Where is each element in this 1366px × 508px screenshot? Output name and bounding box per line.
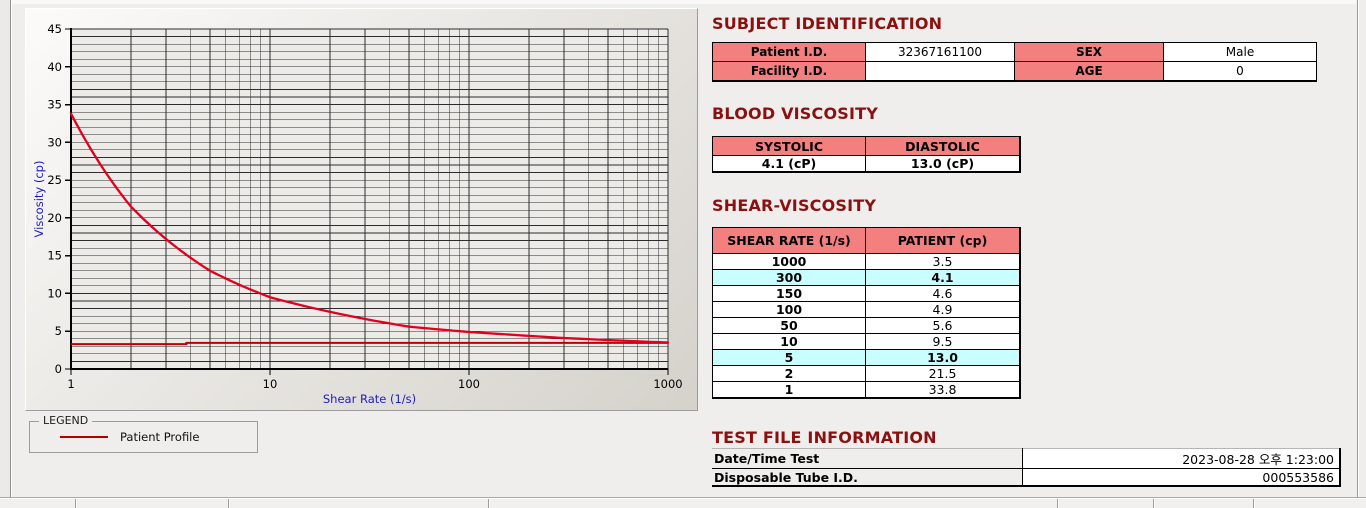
panel-divider xyxy=(1153,499,1154,508)
table-row: Patient I.D. 32367161100 SEX Male xyxy=(712,42,1317,62)
viscosity-chart-panel: 0 5 10 15 20 25 30 35 40 45 1 10 100 1000 Viscosity (c… xyxy=(25,8,698,411)
patient-cp-cell: 9.5 xyxy=(865,333,1021,350)
window-top-edge xyxy=(12,0,1356,4)
panel-divider xyxy=(1057,499,1058,508)
facility-id-label: Facility I.D. xyxy=(712,61,866,82)
table-row: SYSTOLIC DIASTOLIC xyxy=(712,136,1021,156)
table-row: Facility I.D. AGE 0 xyxy=(712,61,1317,82)
shear-rate-cell: 1000 xyxy=(712,253,866,270)
facility-id-value xyxy=(865,61,1015,82)
shear-rate-cell: 300 xyxy=(712,269,866,286)
patient-profile-curve xyxy=(69,112,670,344)
diastolic-header: DIASTOLIC xyxy=(865,136,1021,156)
patient-cp-header: PATIENT (cp) xyxy=(865,227,1021,254)
patient-cp-cell: 21.5 xyxy=(865,365,1021,382)
table-row: Date/Time Test 2023-08-28 오후 1:23:00 xyxy=(712,448,1340,469)
age-label: AGE xyxy=(1014,61,1164,82)
svg-text:25: 25 xyxy=(47,173,62,187)
patient-cp-cell: 4.1 xyxy=(865,269,1021,286)
svg-text:45: 45 xyxy=(47,22,62,36)
panel-divider xyxy=(75,499,76,508)
shear-rate-cell: 10 xyxy=(712,333,866,350)
patient-id-label: Patient I.D. xyxy=(712,42,866,62)
table-row: 100 4.9 xyxy=(712,301,1021,318)
patient-id-value: 32367161100 xyxy=(865,42,1015,62)
patient-cp-cell: 3.5 xyxy=(865,253,1021,270)
date-time-test-value: 2023-08-28 오후 1:23:00 xyxy=(1022,448,1340,469)
bottom-panel-strip[interactable] xyxy=(0,497,1366,508)
table-row: 50 5.6 xyxy=(712,317,1021,334)
window-left-edge xyxy=(0,0,11,497)
svg-text:30: 30 xyxy=(47,135,62,149)
svg-text:10: 10 xyxy=(263,377,278,391)
sex-label: SEX xyxy=(1014,42,1164,62)
viscosity-chart: 0 5 10 15 20 25 30 35 40 45 1 10 100 1000 Viscosity (c… xyxy=(32,22,683,406)
svg-text:35: 35 xyxy=(47,98,62,112)
patient-cp-cell: 13.0 xyxy=(865,349,1021,366)
legend-box: LEGEND Patient Profile xyxy=(29,414,258,453)
panel-divider xyxy=(1253,499,1254,508)
section-title-subject-identification: SUBJECT IDENTIFICATION xyxy=(712,14,943,33)
svg-text:1000: 1000 xyxy=(653,377,682,391)
table-row: Disposable Tube I.D. 000553586 xyxy=(712,468,1340,487)
table-header-row: SHEAR RATE (1/s) PATIENT (cp) xyxy=(712,227,1021,254)
systolic-header: SYSTOLIC xyxy=(712,136,866,156)
window-right-edge xyxy=(1357,0,1358,497)
disposable-tube-id-value: 000553586 xyxy=(1022,468,1340,487)
table-row: 4.1 (cP) 13.0 (cP) xyxy=(712,155,1021,173)
shear-rate-header: SHEAR RATE (1/s) xyxy=(712,227,866,254)
svg-text:100: 100 xyxy=(458,377,480,391)
section-title-shear-viscosity: SHEAR-VISCOSITY xyxy=(712,196,877,215)
svg-text:15: 15 xyxy=(47,249,62,263)
table-row: 150 4.6 xyxy=(712,285,1021,302)
diastolic-value: 13.0 (cP) xyxy=(865,155,1021,173)
table-row: 10 9.5 xyxy=(712,333,1021,350)
reference-line xyxy=(71,341,668,346)
svg-text:10: 10 xyxy=(47,286,62,300)
disposable-tube-id-label: Disposable Tube I.D. xyxy=(712,468,1023,487)
section-title-blood-viscosity: BLOOD VISCOSITY xyxy=(712,104,879,123)
svg-text:5: 5 xyxy=(55,324,62,338)
panel-divider xyxy=(488,499,489,508)
sex-value: Male xyxy=(1163,42,1317,62)
shear-rate-cell: 150 xyxy=(712,285,866,302)
table-row: 1000 3.5 xyxy=(712,253,1021,270)
svg-text:1: 1 xyxy=(67,377,74,391)
panel-divider xyxy=(228,499,229,508)
svg-text:0: 0 xyxy=(55,362,62,376)
shear-viscosity-table: SHEAR RATE (1/s) PATIENT (cp) 1000 3.5 30… xyxy=(712,227,1021,399)
patient-cp-cell: 5.6 xyxy=(865,317,1021,334)
table-row: 2 21.5 xyxy=(712,365,1021,382)
table-row: 1 33.8 xyxy=(712,381,1021,399)
section-title-test-file-information: TEST FILE INFORMATION xyxy=(712,428,937,447)
date-time-test-label: Date/Time Test xyxy=(712,448,1023,469)
svg-text:20: 20 xyxy=(47,211,62,225)
patient-cp-cell: 33.8 xyxy=(865,381,1021,399)
shear-rate-cell: 100 xyxy=(712,301,866,318)
test-file-information-table: Date/Time Test 2023-08-28 오후 1:23:00 Dis… xyxy=(712,448,1341,487)
y-axis-label: Viscosity (cp) xyxy=(32,161,46,238)
x-axis-label: Shear Rate (1/s) xyxy=(323,392,416,406)
patient-profile-line-swatch xyxy=(60,436,108,438)
patient-cp-cell: 4.6 xyxy=(865,285,1021,302)
shear-rate-cell: 1 xyxy=(712,381,866,399)
blood-viscosity-table: SYSTOLIC DIASTOLIC 4.1 (cP) 13.0 (cP) xyxy=(712,136,1021,173)
patient-cp-cell: 4.9 xyxy=(865,301,1021,318)
svg-text:40: 40 xyxy=(47,60,62,74)
age-value: 0 xyxy=(1163,61,1317,82)
systolic-value: 4.1 (cP) xyxy=(712,155,866,173)
shear-rate-cell: 5 xyxy=(712,349,866,366)
shear-rate-cell: 2 xyxy=(712,365,866,382)
legend-box-label: LEGEND xyxy=(39,414,93,427)
table-row-highlighted: 300 4.1 xyxy=(712,269,1021,286)
shear-rate-cell: 50 xyxy=(712,317,866,334)
legend-item-patient-profile: Patient Profile xyxy=(120,430,200,444)
table-row-highlighted: 5 13.0 xyxy=(712,349,1021,366)
subject-identification-table: Patient I.D. 32367161100 SEX Male Facili… xyxy=(712,42,1317,82)
